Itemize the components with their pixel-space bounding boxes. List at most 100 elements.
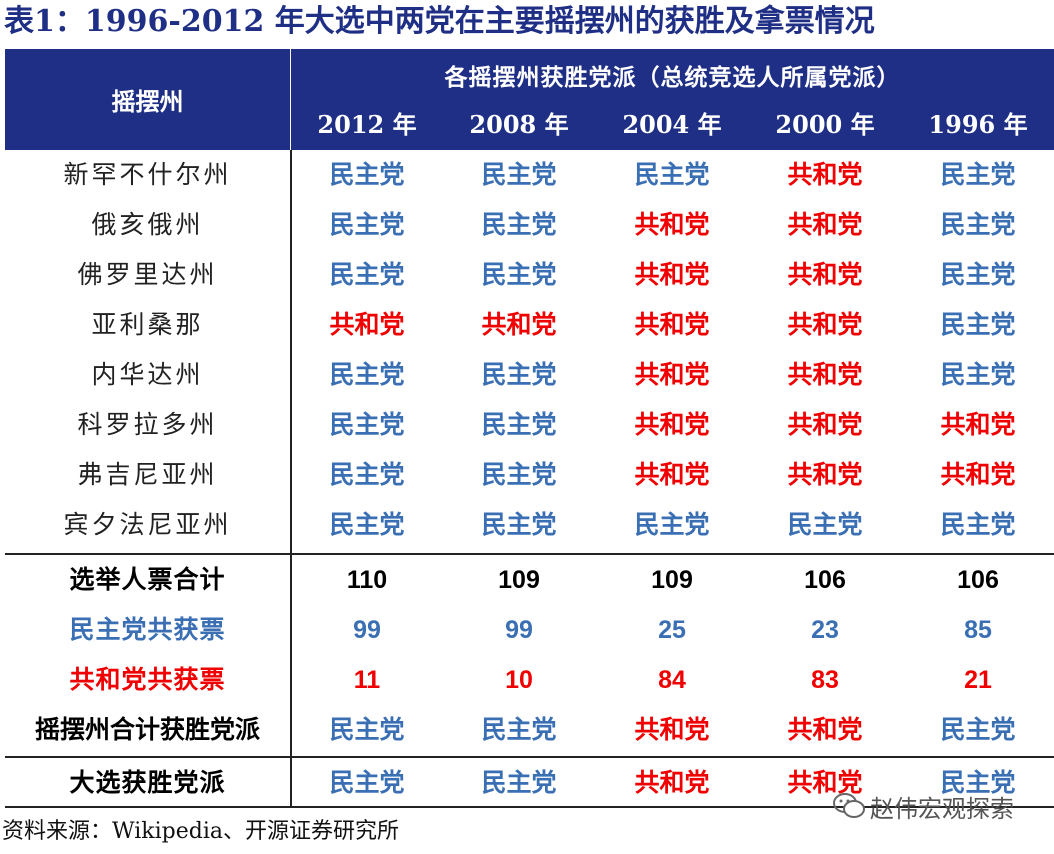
table-cell: 民主党 bbox=[940, 160, 1016, 189]
table-cell: 共和党 bbox=[634, 410, 710, 439]
state-row: 宾夕法尼亚州 民主党 民主党 民主党 民主党 民主党 bbox=[5, 500, 1054, 550]
watermark: 赵伟宏观探索 bbox=[832, 786, 1014, 826]
table-cell: 民主党 bbox=[940, 510, 1016, 539]
year-header-2012: 2012 年 bbox=[317, 110, 417, 139]
state-column-header: 摇摆州 bbox=[111, 87, 184, 116]
dem-votes-row: 民主党共获票 99 99 25 23 85 bbox=[5, 605, 1054, 655]
table-cell: 民主党 bbox=[329, 768, 405, 797]
table-cell: 共和党 bbox=[787, 768, 863, 797]
watermark-text: 赵伟宏观探索 bbox=[870, 794, 1014, 823]
swing-winner-row: 摇摆州合计获胜党派 民主党 民主党 共和党 共和党 民主党 bbox=[5, 705, 1054, 755]
year-headers: 2012 年 2008 年 2004 年 2000 年 1996 年 bbox=[291, 103, 1054, 147]
state-row: 科罗拉多州 民主党 民主党 共和党 共和党 共和党 bbox=[5, 400, 1054, 450]
table-cell: 23 bbox=[811, 616, 839, 644]
table-title: 表1：1996-2012 年大选中两党在主要摇摆州的获胜及拿票情况 bbox=[4, 4, 875, 39]
table-header: 摇摆州 各摇摆州获胜党派（总统竞选人所属党派） 2012 年 2008 年 20… bbox=[5, 49, 1054, 150]
table-cell: 106 bbox=[804, 566, 846, 594]
row-label: 大选获胜党派 bbox=[69, 768, 226, 797]
table-cell: 共和党 bbox=[787, 260, 863, 289]
table-cell: 民主党 bbox=[940, 715, 1016, 744]
row-label: 宾夕法尼亚州 bbox=[63, 510, 232, 539]
year-header-1996: 1996 年 bbox=[928, 110, 1028, 139]
table-cell: 民主党 bbox=[329, 510, 405, 539]
table-cell: 109 bbox=[651, 566, 693, 594]
table-cell: 106 bbox=[957, 566, 999, 594]
row-label: 科罗拉多州 bbox=[77, 410, 218, 439]
table-cell: 共和党 bbox=[634, 310, 710, 339]
table-cell: 共和党 bbox=[634, 210, 710, 239]
table-cell: 共和党 bbox=[634, 715, 710, 744]
table-cell: 民主党 bbox=[481, 510, 557, 539]
table-cell: 民主党 bbox=[329, 715, 405, 744]
table-cell: 共和党 bbox=[940, 410, 1016, 439]
table-cell: 民主党 bbox=[940, 210, 1016, 239]
table-cell: 99 bbox=[353, 616, 381, 644]
state-row: 弗吉尼亚州 民主党 民主党 共和党 共和党 共和党 bbox=[5, 450, 1054, 500]
row-label: 内华达州 bbox=[91, 360, 204, 389]
table-cell: 11 bbox=[353, 666, 381, 694]
table-cell: 共和党 bbox=[634, 768, 710, 797]
state-row: 亚利桑那 共和党 共和党 共和党 共和党 民主党 bbox=[5, 300, 1054, 350]
table-cell: 民主党 bbox=[329, 410, 405, 439]
row-label: 摇摆州合计获胜党派 bbox=[34, 715, 260, 744]
table-cell: 共和党 bbox=[940, 460, 1016, 489]
year-header-2008: 2008 年 bbox=[469, 110, 569, 139]
row-label: 民主党共获票 bbox=[69, 615, 226, 644]
election-winner-row: 大选获胜党派 民主党 民主党 共和党 共和党 民主党 bbox=[5, 758, 1054, 808]
table-cell: 共和党 bbox=[787, 460, 863, 489]
header-divider bbox=[290, 49, 291, 150]
table-cell: 民主党 bbox=[481, 410, 557, 439]
table-cell: 85 bbox=[964, 616, 992, 644]
table-cell: 共和党 bbox=[634, 360, 710, 389]
table-cell: 民主党 bbox=[329, 160, 405, 189]
table-cell: 民主党 bbox=[634, 160, 710, 189]
rep-votes-row: 共和党共获票 11 10 84 83 21 bbox=[5, 655, 1054, 705]
state-row: 佛罗里达州 民主党 民主党 共和党 共和党 民主党 bbox=[5, 250, 1054, 300]
table-cell: 共和党 bbox=[787, 410, 863, 439]
table-cell: 99 bbox=[505, 616, 533, 644]
table-cell: 民主党 bbox=[481, 460, 557, 489]
table-cell: 民主党 bbox=[329, 210, 405, 239]
year-header-2000: 2000 年 bbox=[775, 110, 875, 139]
table-bottom-border bbox=[5, 806, 1054, 808]
table-cell: 民主党 bbox=[940, 768, 1016, 797]
group-column-header: 各摇摆州获胜党派（总统竞选人所属党派） bbox=[444, 64, 901, 91]
table-cell: 共和党 bbox=[787, 210, 863, 239]
state-row: 俄亥俄州 民主党 民主党 共和党 共和党 民主党 bbox=[5, 200, 1054, 250]
table-cell: 21 bbox=[964, 666, 992, 694]
electoral-total-row: 选举人票合计 110 109 109 106 106 bbox=[5, 555, 1054, 605]
table-body: 新罕不什尔州 民主党 民主党 民主党 共和党 民主党 俄亥俄州 民主党 民主党 共和党 共和党 民主党… bbox=[5, 150, 1054, 808]
table-cell: 民主党 bbox=[329, 360, 405, 389]
table-cell: 25 bbox=[658, 616, 686, 644]
table-cell: 民主党 bbox=[940, 360, 1016, 389]
table-cell: 共和党 bbox=[787, 310, 863, 339]
table-cell: 民主党 bbox=[329, 460, 405, 489]
row-label: 亚利桑那 bbox=[91, 310, 204, 339]
table-cell: 10 bbox=[505, 666, 533, 694]
table-cell: 民主党 bbox=[329, 260, 405, 289]
table-cell: 共和党 bbox=[634, 260, 710, 289]
row-label: 选举人票合计 bbox=[69, 565, 226, 594]
table-cell: 共和党 bbox=[329, 310, 405, 339]
table-cell: 83 bbox=[811, 666, 839, 694]
table-cell: 共和党 bbox=[634, 460, 710, 489]
table-cell: 84 bbox=[658, 666, 686, 694]
table-cell: 民主党 bbox=[481, 160, 557, 189]
table-cell: 民主党 bbox=[481, 715, 557, 744]
table-cell: 民主党 bbox=[481, 210, 557, 239]
source-note: 资料来源：Wikipedia、开源证券研究所 bbox=[2, 819, 399, 844]
table-cell: 共和党 bbox=[481, 310, 557, 339]
row-label: 俄亥俄州 bbox=[91, 210, 204, 239]
row-label: 弗吉尼亚州 bbox=[77, 460, 218, 489]
table-cell: 民主党 bbox=[481, 360, 557, 389]
wechat-icon bbox=[833, 793, 865, 818]
table-cell: 民主党 bbox=[481, 768, 557, 797]
row-label: 共和党共获票 bbox=[69, 665, 226, 694]
year-header-2004: 2004 年 bbox=[622, 110, 722, 139]
row-label: 新罕不什尔州 bbox=[63, 160, 232, 189]
table-cell: 民主党 bbox=[787, 510, 863, 539]
table-cell: 共和党 bbox=[787, 715, 863, 744]
table-cell: 共和党 bbox=[787, 160, 863, 189]
row-label: 佛罗里达州 bbox=[77, 260, 218, 289]
winner-divider bbox=[5, 756, 1054, 758]
